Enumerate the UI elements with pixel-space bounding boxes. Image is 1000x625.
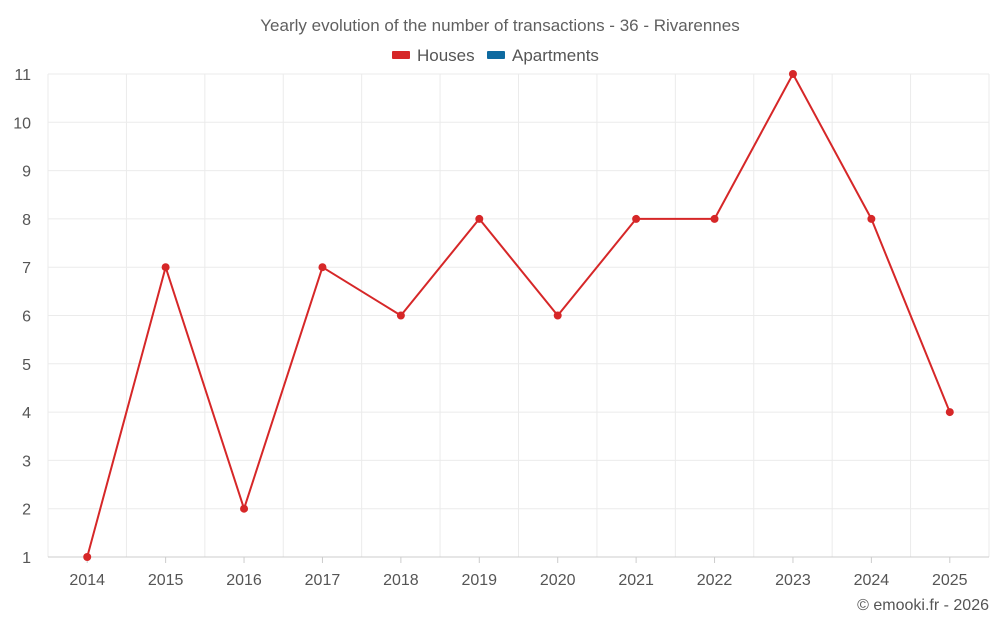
legend-swatch-houses bbox=[392, 51, 410, 59]
y-tick-label: 10 bbox=[13, 115, 31, 132]
credit-text: © emooki.fr - 2026 bbox=[857, 597, 989, 614]
x-tick-label: 2016 bbox=[226, 572, 262, 589]
legend-item-houses[interactable]: Houses bbox=[392, 46, 475, 65]
x-tick-label: 2021 bbox=[618, 572, 654, 589]
y-tick-label: 3 bbox=[22, 453, 31, 470]
legend: Houses Apartments bbox=[392, 46, 599, 65]
y-tick-label: 9 bbox=[22, 164, 31, 181]
x-tick-label: 2020 bbox=[540, 572, 576, 589]
x-tick-label: 2023 bbox=[775, 572, 811, 589]
x-tick-label: 2019 bbox=[461, 572, 497, 589]
data-point-houses-2014[interactable] bbox=[83, 553, 92, 561]
data-point-houses-2025[interactable] bbox=[945, 408, 954, 417]
y-tick-label: 8 bbox=[22, 212, 31, 229]
y-tick-label: 1 bbox=[22, 550, 31, 567]
x-tick-label: 2018 bbox=[383, 572, 419, 589]
y-tick-label: 5 bbox=[22, 357, 31, 374]
data-point-houses-2020[interactable] bbox=[553, 311, 562, 320]
data-point-houses-2017[interactable] bbox=[318, 263, 327, 272]
x-tick-label: 2017 bbox=[305, 572, 341, 589]
y-tick-label: 4 bbox=[22, 405, 31, 422]
data-point-houses-2018[interactable] bbox=[396, 311, 405, 320]
data-point-houses-2019[interactable] bbox=[475, 214, 484, 223]
axes: 1 2 3 4 5 6 7 8 9 10 11 2014 2015 2016 2017 2018 2019 202… bbox=[13, 67, 989, 589]
legend-swatch-apartments bbox=[487, 51, 505, 59]
legend-item-apartments[interactable]: Apartments bbox=[487, 46, 599, 65]
grid bbox=[47, 73, 990, 557]
data-point-houses-2022[interactable] bbox=[710, 214, 719, 223]
data-point-houses-2024[interactable] bbox=[867, 214, 876, 223]
y-tick-label: 7 bbox=[22, 260, 31, 277]
y-tick-label: 2 bbox=[22, 502, 31, 519]
series-line-houses bbox=[86, 73, 951, 558]
data-point-houses-2023[interactable] bbox=[788, 70, 797, 78]
series bbox=[83, 70, 954, 561]
x-tick-label: 2015 bbox=[148, 572, 184, 589]
x-tick-label: 2024 bbox=[854, 572, 890, 589]
data-point-houses-2015[interactable] bbox=[161, 263, 170, 272]
legend-label-apartments: Apartments bbox=[512, 46, 599, 65]
x-tick-label: 2022 bbox=[697, 572, 733, 589]
data-point-houses-2016[interactable] bbox=[240, 504, 249, 513]
y-tick-label: 6 bbox=[22, 309, 31, 326]
y-tick-label: 11 bbox=[14, 67, 31, 84]
x-tick-label: 2025 bbox=[932, 572, 968, 589]
legend-label-houses: Houses bbox=[417, 46, 475, 65]
data-point-houses-2021[interactable] bbox=[632, 214, 641, 223]
chart-title: Yearly evolution of the number of transa… bbox=[260, 16, 739, 35]
x-tick-label: 2014 bbox=[69, 572, 105, 589]
